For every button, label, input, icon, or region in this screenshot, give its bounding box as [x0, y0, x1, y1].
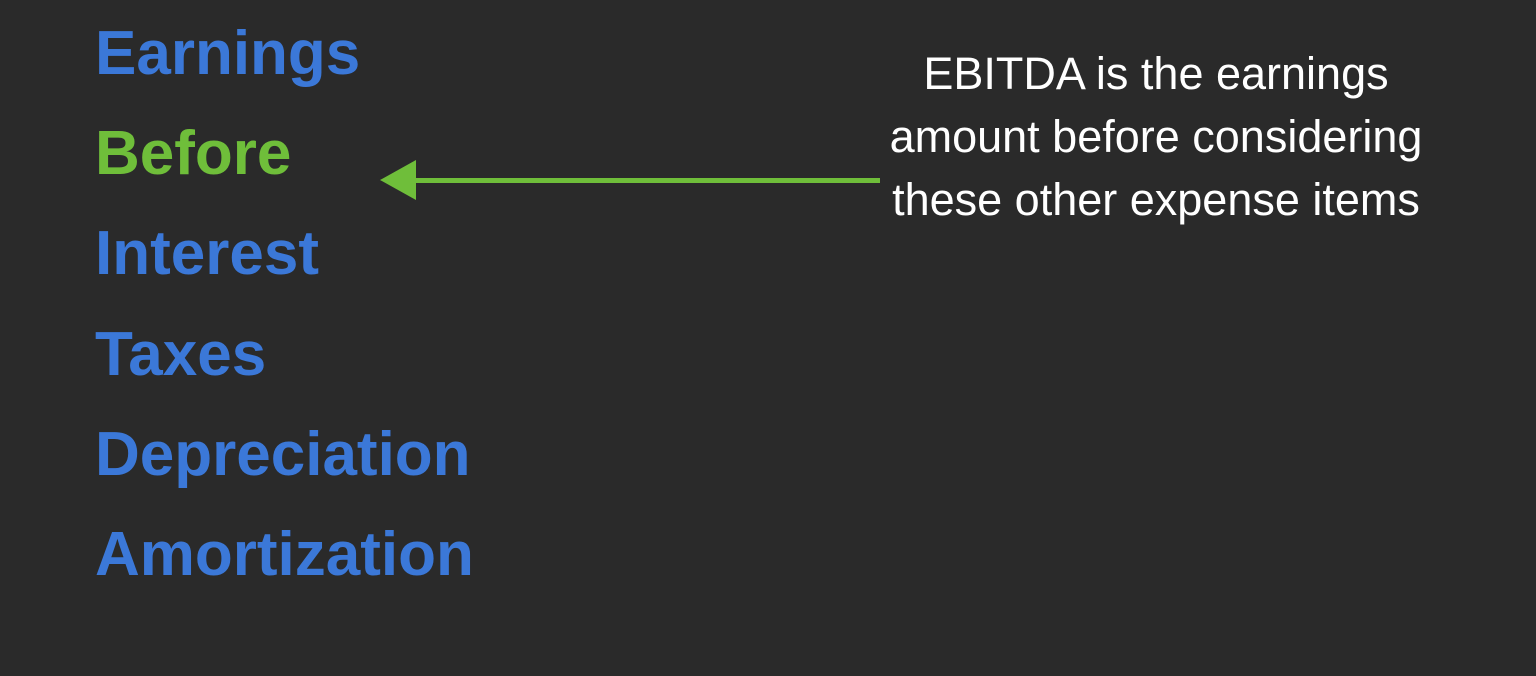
- arrow-annotation: [380, 160, 880, 200]
- acronym-word-interest: Interest: [95, 220, 474, 288]
- acronym-word-taxes: Taxes: [95, 321, 474, 389]
- acronym-word-amortization: Amortization: [95, 521, 474, 589]
- description-text: EBITDA is the earnings amount before con…: [876, 42, 1436, 231]
- acronym-word-depreciation: Depreciation: [95, 421, 474, 489]
- acronym-word-earnings: Earnings: [95, 20, 474, 88]
- acronym-list: Earnings Before Interest Taxes Depreciat…: [95, 20, 474, 589]
- arrow-line: [410, 178, 880, 183]
